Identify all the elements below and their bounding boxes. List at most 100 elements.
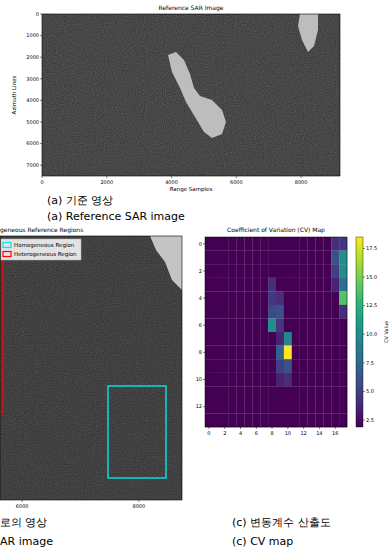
cell: [315, 305, 323, 319]
stripe: [0, 313, 182, 314]
cell: [339, 346, 347, 360]
cell: [276, 359, 284, 373]
cell: [252, 400, 260, 414]
cell: [292, 251, 300, 265]
speckle: [42, 14, 340, 176]
cell: [323, 237, 331, 251]
stripe: [0, 316, 182, 317]
cell: [276, 291, 284, 305]
stripe: [0, 298, 182, 299]
stripe: [0, 370, 182, 371]
tick-label: 10.0: [366, 331, 377, 337]
tick: [40, 57, 42, 58]
stripe: [0, 364, 182, 365]
legend-swatch: [3, 243, 11, 248]
stripe: [0, 328, 182, 329]
cell: [229, 318, 237, 332]
tick: [40, 122, 42, 123]
stripe: [0, 490, 182, 491]
cell: [237, 386, 245, 400]
cell: [339, 251, 347, 265]
tick: [236, 176, 237, 178]
tick-label: 14: [316, 430, 322, 436]
stripe: [0, 403, 182, 404]
cell: [237, 400, 245, 414]
tick: [138, 500, 139, 502]
cell: [292, 264, 300, 278]
stripe: [0, 457, 182, 458]
stripe: [0, 349, 182, 350]
cell: [315, 400, 323, 414]
cell: [308, 318, 316, 332]
stripe: [0, 337, 182, 338]
cell: [331, 386, 339, 400]
stripe: [0, 463, 182, 464]
stripe: [0, 499, 182, 500]
cell: [276, 305, 284, 319]
tick: [203, 298, 205, 299]
cell: [315, 278, 323, 292]
stripe: [0, 268, 182, 269]
tick: [240, 427, 241, 429]
legend: Homogeneous RegionHeterogeneous Region: [1, 239, 81, 260]
cell: [213, 346, 221, 360]
cell: [315, 332, 323, 346]
cell: [205, 318, 213, 332]
cell: [213, 305, 221, 319]
stripe: [0, 361, 182, 362]
cell: [323, 413, 331, 427]
caption: (c) CV map: [232, 535, 293, 548]
cell: [205, 291, 213, 305]
cell: [315, 359, 323, 373]
tick: [363, 362, 365, 363]
caption: AR image: [0, 535, 53, 548]
cell: [268, 237, 276, 251]
cell: [229, 278, 237, 292]
panel-c: Coefficient of Variation (CV) Map0246810…: [196, 226, 389, 548]
stripe: [0, 496, 182, 497]
tick-label: 3000: [26, 76, 39, 82]
cell: [300, 305, 308, 319]
stripe: [0, 358, 182, 359]
cell: [308, 251, 316, 265]
cell: [331, 237, 339, 251]
cell: [284, 386, 292, 400]
cell: [244, 237, 252, 251]
tick-label: 5000: [26, 119, 39, 125]
tick-label: 4000: [165, 179, 178, 185]
cell: [244, 413, 252, 427]
cell: [292, 373, 300, 387]
tick-label: 4: [239, 430, 242, 436]
cell: [221, 332, 229, 346]
stripe: [0, 388, 182, 389]
cell: [315, 264, 323, 278]
tick: [203, 325, 205, 326]
cell: [260, 278, 268, 292]
cell: [339, 413, 347, 427]
cell: [221, 251, 229, 265]
cell: [276, 237, 284, 251]
tick-label: 0: [199, 241, 202, 247]
tick-label: 8: [270, 430, 273, 436]
cell: [229, 332, 237, 346]
cell: [308, 278, 316, 292]
cell: [308, 413, 316, 427]
tick: [363, 420, 365, 421]
tick-label: 0: [36, 11, 39, 17]
cell: [244, 346, 252, 360]
cell: [237, 332, 245, 346]
cell: [268, 291, 276, 305]
cell: [308, 291, 316, 305]
axis-label: CV Value: [383, 321, 389, 343]
cell: [292, 318, 300, 332]
caption: 로의 영상: [0, 516, 48, 529]
cell: [237, 346, 245, 360]
cell: [308, 400, 316, 414]
cell: [244, 251, 252, 265]
tick: [203, 270, 205, 271]
cell: [237, 278, 245, 292]
stripe: [0, 427, 182, 428]
cell: [252, 278, 260, 292]
tick: [272, 427, 273, 429]
cell: [252, 237, 260, 251]
